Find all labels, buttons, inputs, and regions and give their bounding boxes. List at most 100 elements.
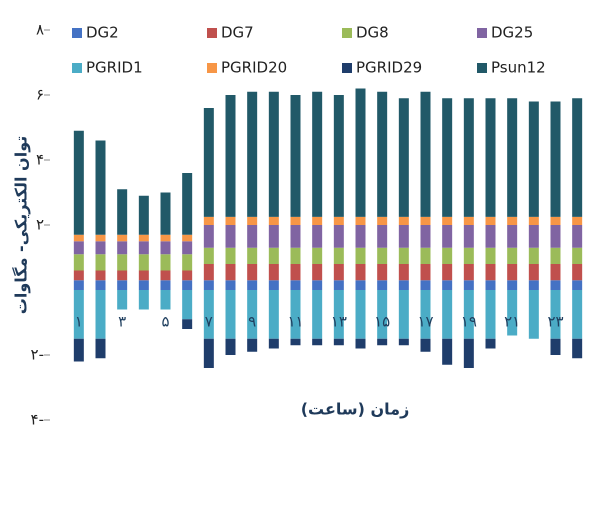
- bar-segment: [485, 247, 496, 264]
- legend-swatch: [342, 28, 352, 38]
- bar-segment: [507, 264, 518, 281]
- bar-segment: [268, 280, 279, 290]
- bar-segment: [528, 216, 539, 225]
- bar-segment: [225, 338, 236, 355]
- bar-segment: [73, 241, 84, 255]
- legend-swatch: [207, 28, 217, 38]
- y-tick-label: ۲-: [31, 346, 44, 364]
- bar-segment: [463, 280, 474, 290]
- x-tick-label: ۷: [205, 313, 213, 331]
- bar-segment: [182, 254, 193, 271]
- bar-segment: [203, 216, 214, 225]
- bar-segment: [485, 290, 496, 339]
- bar-segment: [117, 189, 128, 235]
- bar-segment: [182, 270, 193, 281]
- legend-swatch: [72, 28, 82, 38]
- bar-segment: [377, 280, 388, 290]
- bar-segment: [507, 216, 518, 225]
- bar-segment: [290, 290, 301, 339]
- bar-segment: [182, 173, 193, 235]
- bar-segment: [333, 225, 344, 248]
- bar-segment: [528, 225, 539, 248]
- bar-segment: [203, 290, 214, 339]
- x-tick-label: ۲۳: [547, 313, 563, 331]
- bar-segment: [463, 247, 474, 264]
- bar-segment: [550, 247, 561, 264]
- bar-segment: [160, 192, 171, 235]
- y-tick-label: ۶: [36, 86, 44, 104]
- bar-segment: [420, 280, 431, 290]
- bar-segment: [225, 247, 236, 264]
- bar-segment: [247, 264, 258, 281]
- bar-segment: [160, 254, 171, 271]
- x-tick-label: ۳: [118, 313, 126, 331]
- bar-segment: [377, 264, 388, 281]
- x-tick-label: ۱۱: [287, 313, 303, 331]
- bar-segment: [182, 241, 193, 255]
- bar-segment: [485, 338, 496, 349]
- bar-segment: [290, 338, 301, 346]
- legend-label: Psun12: [491, 59, 546, 77]
- bar-segment: [572, 216, 583, 225]
- y-axis-title: توان الکتریکی- مگاوات: [12, 136, 31, 314]
- bar-segment: [463, 216, 474, 225]
- y-tick-label: ۴-: [31, 411, 44, 429]
- bar-segment: [572, 290, 583, 339]
- bar-segment: [138, 290, 149, 310]
- bar-segment: [117, 290, 128, 310]
- bar-segment: [420, 338, 431, 352]
- bar-segment: [225, 225, 236, 248]
- bar-segment: [160, 290, 171, 310]
- bar-segment: [95, 140, 106, 235]
- bar-segment: [312, 91, 323, 217]
- bar-segment: [485, 225, 496, 248]
- bar-segment: [398, 225, 409, 248]
- bar-segment: [398, 247, 409, 264]
- bar-segment: [572, 280, 583, 290]
- bar-segment: [73, 234, 84, 242]
- bar-segment: [268, 338, 279, 349]
- y-tick-label: ۲: [36, 216, 44, 234]
- bar-segment: [160, 280, 171, 290]
- y-tick-label: ۴: [36, 151, 44, 169]
- legend-label: PGRID29: [356, 59, 422, 77]
- bar-segment: [95, 280, 106, 290]
- bar-segment: [572, 264, 583, 281]
- bar-segment: [377, 225, 388, 248]
- bar-segment: [377, 338, 388, 346]
- bar-segment: [73, 280, 84, 290]
- bar-segment: [73, 130, 84, 235]
- bar-segment: [377, 247, 388, 264]
- bar-segment: [117, 280, 128, 290]
- bar-segment: [442, 98, 453, 217]
- bar-segment: [485, 216, 496, 225]
- x-tick-label: ۱۳: [331, 313, 347, 331]
- bar-segment: [355, 280, 366, 290]
- legend-label: PGRID1: [86, 59, 143, 77]
- bar-segment: [420, 216, 431, 225]
- bar-segment: [528, 280, 539, 290]
- bar-segment: [550, 101, 561, 217]
- bar-segment: [95, 270, 106, 281]
- bar-segment: [485, 98, 496, 217]
- x-tick-label: ۱۷: [417, 313, 433, 331]
- bar-segment: [442, 216, 453, 225]
- bar-segment: [312, 264, 323, 281]
- legend-swatch: [477, 63, 487, 73]
- bar-segment: [442, 225, 453, 248]
- bar-segment: [463, 98, 474, 217]
- x-tick-label: ۲۱: [504, 313, 520, 331]
- bar-segment: [572, 225, 583, 248]
- bar-segment: [247, 225, 258, 248]
- bar-segment: [203, 108, 214, 217]
- bar-segment: [355, 264, 366, 281]
- bar-segment: [182, 234, 193, 242]
- legend-swatch: [72, 63, 82, 73]
- bar-segment: [290, 95, 301, 217]
- bar-segment: [398, 290, 409, 339]
- bar-segment: [160, 234, 171, 242]
- bar-segment: [312, 247, 323, 264]
- legend-swatch: [342, 63, 352, 73]
- bar-segment: [333, 290, 344, 339]
